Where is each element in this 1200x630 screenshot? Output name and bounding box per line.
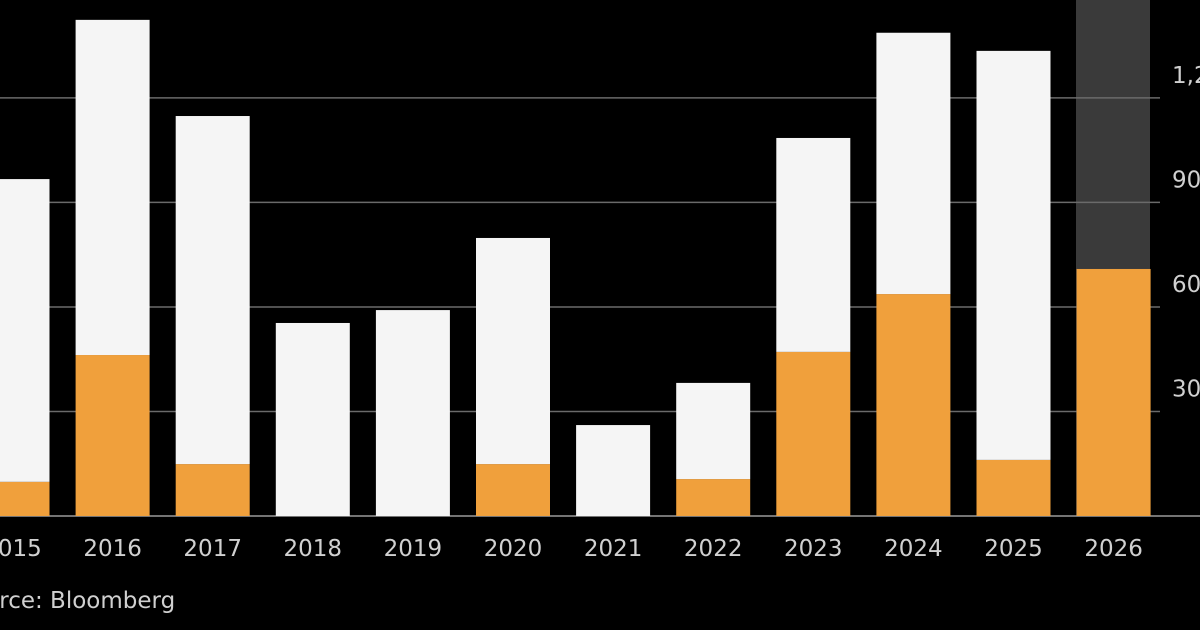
bar-segment bbox=[876, 32, 951, 295]
bar-segment bbox=[676, 382, 751, 480]
bar-segment bbox=[676, 479, 751, 516]
bar-segment bbox=[476, 464, 550, 516]
y-tick-label: 600 bbox=[1172, 272, 1200, 298]
x-tick-label: 2021 bbox=[584, 536, 643, 562]
y-tick-label: 900 bbox=[1172, 167, 1200, 193]
bar-segment bbox=[75, 19, 150, 356]
bar-segment bbox=[976, 459, 1051, 516]
bar-segment bbox=[275, 322, 350, 516]
x-tick-label: 2026 bbox=[1084, 536, 1143, 562]
x-tick-label: 2017 bbox=[183, 536, 242, 562]
bar-segment bbox=[375, 310, 450, 516]
x-tick-label: 2025 bbox=[984, 536, 1043, 562]
plot: 300 600 900 1,200 2015 2016 2017 2018 2019 2020 20… bbox=[0, 19, 1200, 562]
x-tick-label: 2019 bbox=[384, 536, 443, 562]
x-tick-label: 2018 bbox=[284, 536, 343, 562]
bar-segment bbox=[175, 464, 250, 516]
bar-segment bbox=[75, 355, 150, 516]
bar-segment bbox=[175, 116, 250, 465]
x-tick-label: 2015 bbox=[0, 536, 42, 562]
bar-segment bbox=[976, 50, 1051, 460]
bar-segment bbox=[476, 237, 550, 465]
bar-segment bbox=[776, 351, 851, 516]
bar-segment bbox=[0, 481, 50, 516]
bar-segment bbox=[876, 294, 951, 516]
bar-segment bbox=[576, 425, 651, 516]
x-tick-label: 2022 bbox=[684, 536, 743, 562]
x-tick-label: 2023 bbox=[784, 536, 843, 562]
bar-segment bbox=[1076, 268, 1151, 516]
y-tick-label: 1,200 bbox=[1172, 63, 1200, 89]
x-tick-label: 2020 bbox=[484, 536, 543, 562]
source: Source: Bloomberg bbox=[0, 588, 175, 614]
y-tick-label: 300 bbox=[1172, 376, 1200, 402]
x-tick-label: 2024 bbox=[884, 536, 943, 562]
x-tick-label: 2016 bbox=[83, 536, 142, 562]
bar-segment bbox=[0, 179, 50, 482]
bar-segment bbox=[776, 137, 851, 352]
